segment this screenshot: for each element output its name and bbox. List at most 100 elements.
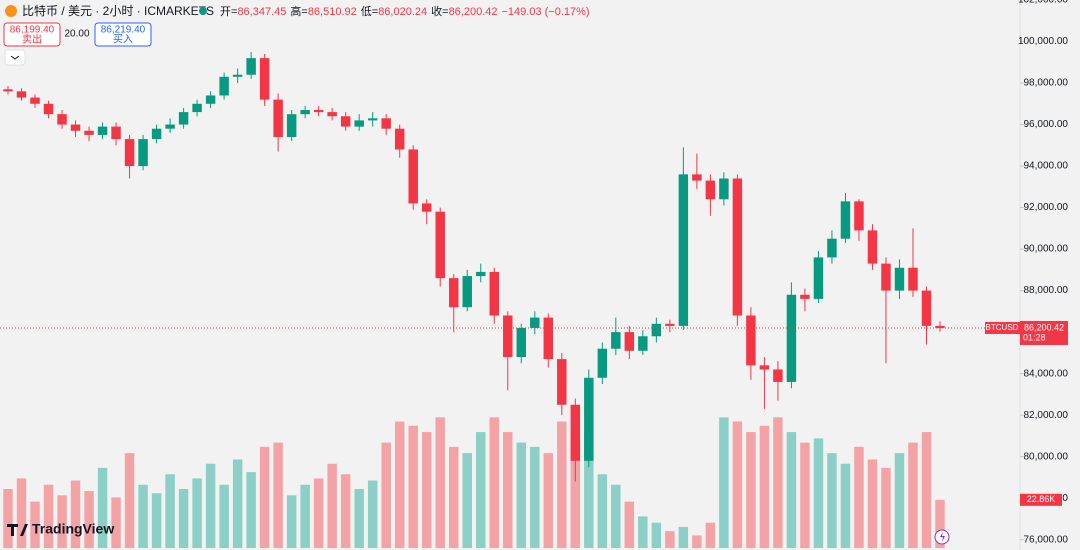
symbol-title[interactable]: 比特币 / 美元 · 2小时 · ICMARKETS [22,3,214,18]
volume-bar [557,421,567,548]
ohlc-value: 86,347.45 [237,6,286,18]
last-price-label: 86,200.42 [1024,322,1064,332]
collapse-button[interactable] [4,49,26,66]
candle-body [489,271,499,316]
candle-body [97,126,108,135]
sell-price[interactable]: 86,199.40 [10,25,55,36]
y-tick-label: 84,000.00 [1024,368,1069,379]
volume-bar [313,478,324,548]
candle-body [773,369,783,382]
y-tick-label: 98,000.00 [1024,78,1069,89]
candle-body [273,99,283,137]
candle-body [584,377,594,461]
candle-body [70,124,81,131]
candle-body [665,323,675,326]
candle-body [300,110,310,115]
buy-price[interactable]: 86,219.40 [101,25,146,36]
volume-bar [476,432,486,548]
volume-bar [651,522,662,548]
y-tick-label: 102,000.00 [1018,0,1068,6]
candle-body [232,74,243,77]
candle-body [354,120,364,127]
buy-label[interactable]: 买入 [113,34,133,46]
candle-body [678,174,689,326]
candle-body [43,103,54,115]
volume-bar [746,432,756,548]
candle-body [246,58,256,75]
candle-body [530,317,540,328]
ohlc-label: 开= [220,6,237,18]
volume-bar [570,438,581,548]
candle-body [30,97,40,104]
volume-bar [462,453,472,548]
volume-bar [705,522,716,548]
volume-bar [16,478,27,548]
candle-body [408,149,418,204]
volume-bar [43,484,54,548]
symbol-icon [5,5,17,17]
volume-bar [611,484,621,548]
ohlc-value: 86,020.24 [378,6,427,18]
volume-bar [719,417,729,548]
volume-bar [759,425,770,548]
sell-label[interactable]: 卖出 [22,33,42,46]
buy-button[interactable] [94,22,152,47]
candle-body [651,323,662,337]
candle-body [449,278,459,308]
candle-body [151,128,162,140]
volume-bar [732,421,743,548]
candle-body [503,315,513,358]
volume-bar [867,459,878,548]
candle-body [840,201,851,239]
logo-text[interactable]: TradingView [32,521,114,537]
ohlc-label: 低= [361,5,378,18]
y-tick-label: 80,000.00 [1024,451,1069,462]
volume-bar [597,474,608,548]
volume-bar [421,432,432,548]
volume-bar [97,467,108,548]
volume-bar [286,495,297,548]
candle-body [259,58,270,100]
candle-body [3,89,13,92]
candle-body [867,230,878,264]
market-status[interactable] [199,7,207,15]
candle-body [111,126,121,140]
candle-body [570,404,581,461]
volume-bar [394,421,405,548]
y-tick-label: 94,000.00 [1024,161,1069,172]
volume-bar [840,463,851,548]
volume-bar [408,425,418,548]
volume-bar [813,438,824,548]
candle-body [921,290,932,326]
y-tick-label: 92,000.00 [1024,202,1069,213]
candle-body [138,139,148,167]
candle-body [192,103,202,113]
candle-body [219,76,229,96]
candle-body [313,110,324,113]
volume-bar [678,526,689,548]
candle-body [854,201,864,231]
volume-bar [367,480,378,548]
sell-button[interactable] [3,22,61,47]
candle-body [827,238,837,258]
candle-body [800,294,810,299]
volume-tag-bg [1020,493,1062,506]
candle-body [759,365,770,370]
candle-body [557,359,567,405]
volume-bar [638,516,648,548]
volume-bar [327,463,337,548]
y-tick-label: 90,000.00 [1024,244,1069,255]
candle-body [705,180,716,200]
volume-bar [219,484,229,548]
volume-bar [30,501,40,548]
change: −149.03 (−0.17%) [502,6,590,18]
volume-bar [57,495,67,548]
candle-body [165,124,175,129]
candle-body [16,91,27,98]
symbol-tag-bg [985,321,1020,334]
volume-bar [151,493,162,548]
volume-bar [881,467,891,548]
y-tick-label: 88,000.00 [1024,285,1069,296]
volume-bar [935,499,945,548]
last-price-tag-bg [1020,320,1068,345]
